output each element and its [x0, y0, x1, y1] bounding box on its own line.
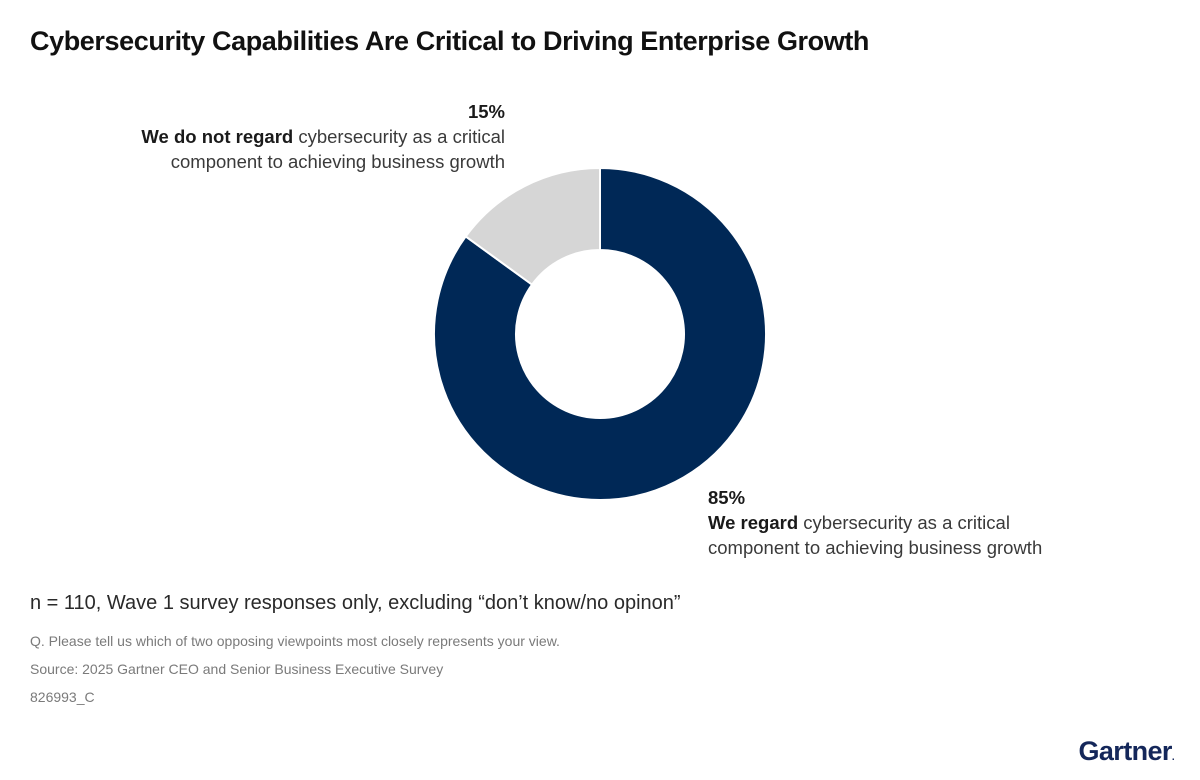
slice-label-text: cybersecurity as a critical: [293, 126, 505, 147]
slice-pct-not-regard: 15%: [467, 101, 505, 122]
slice-pct-regard: 85%: [708, 487, 746, 508]
sample-note: n = 110, Wave 1 survey responses only, e…: [30, 592, 681, 614]
slice-label-text: component to achieving business growth: [708, 537, 1043, 558]
slice-label-not-regard: 15% We do not regard cybersecurity as a …: [25, 99, 505, 174]
slice-label-text: cybersecurity as a critical: [798, 512, 1010, 533]
survey-question: Q. Please tell us which of two opposing …: [30, 633, 560, 649]
chart-title: Cybersecurity Capabilities Are Critical …: [30, 26, 870, 56]
source-note: Source: 2025 Gartner CEO and Senior Busi…: [30, 661, 444, 677]
donut-slice-regard: [433, 166, 767, 501]
figure-id: 826993_C: [30, 689, 95, 705]
slice-label-bold: We do not regard: [141, 126, 294, 147]
logo-mark: .: [1171, 752, 1175, 763]
slice-label-text: component to achieving business growth: [170, 151, 505, 172]
slice-label-regard: 85% We regard cybersecurity as a critica…: [708, 485, 1188, 560]
gartner-logo: Gartner.: [1078, 736, 1174, 767]
donut-slice-not-regard: [464, 166, 601, 287]
slice-label-bold: We regard: [708, 512, 799, 533]
logo-text: Gartner: [1078, 736, 1172, 766]
